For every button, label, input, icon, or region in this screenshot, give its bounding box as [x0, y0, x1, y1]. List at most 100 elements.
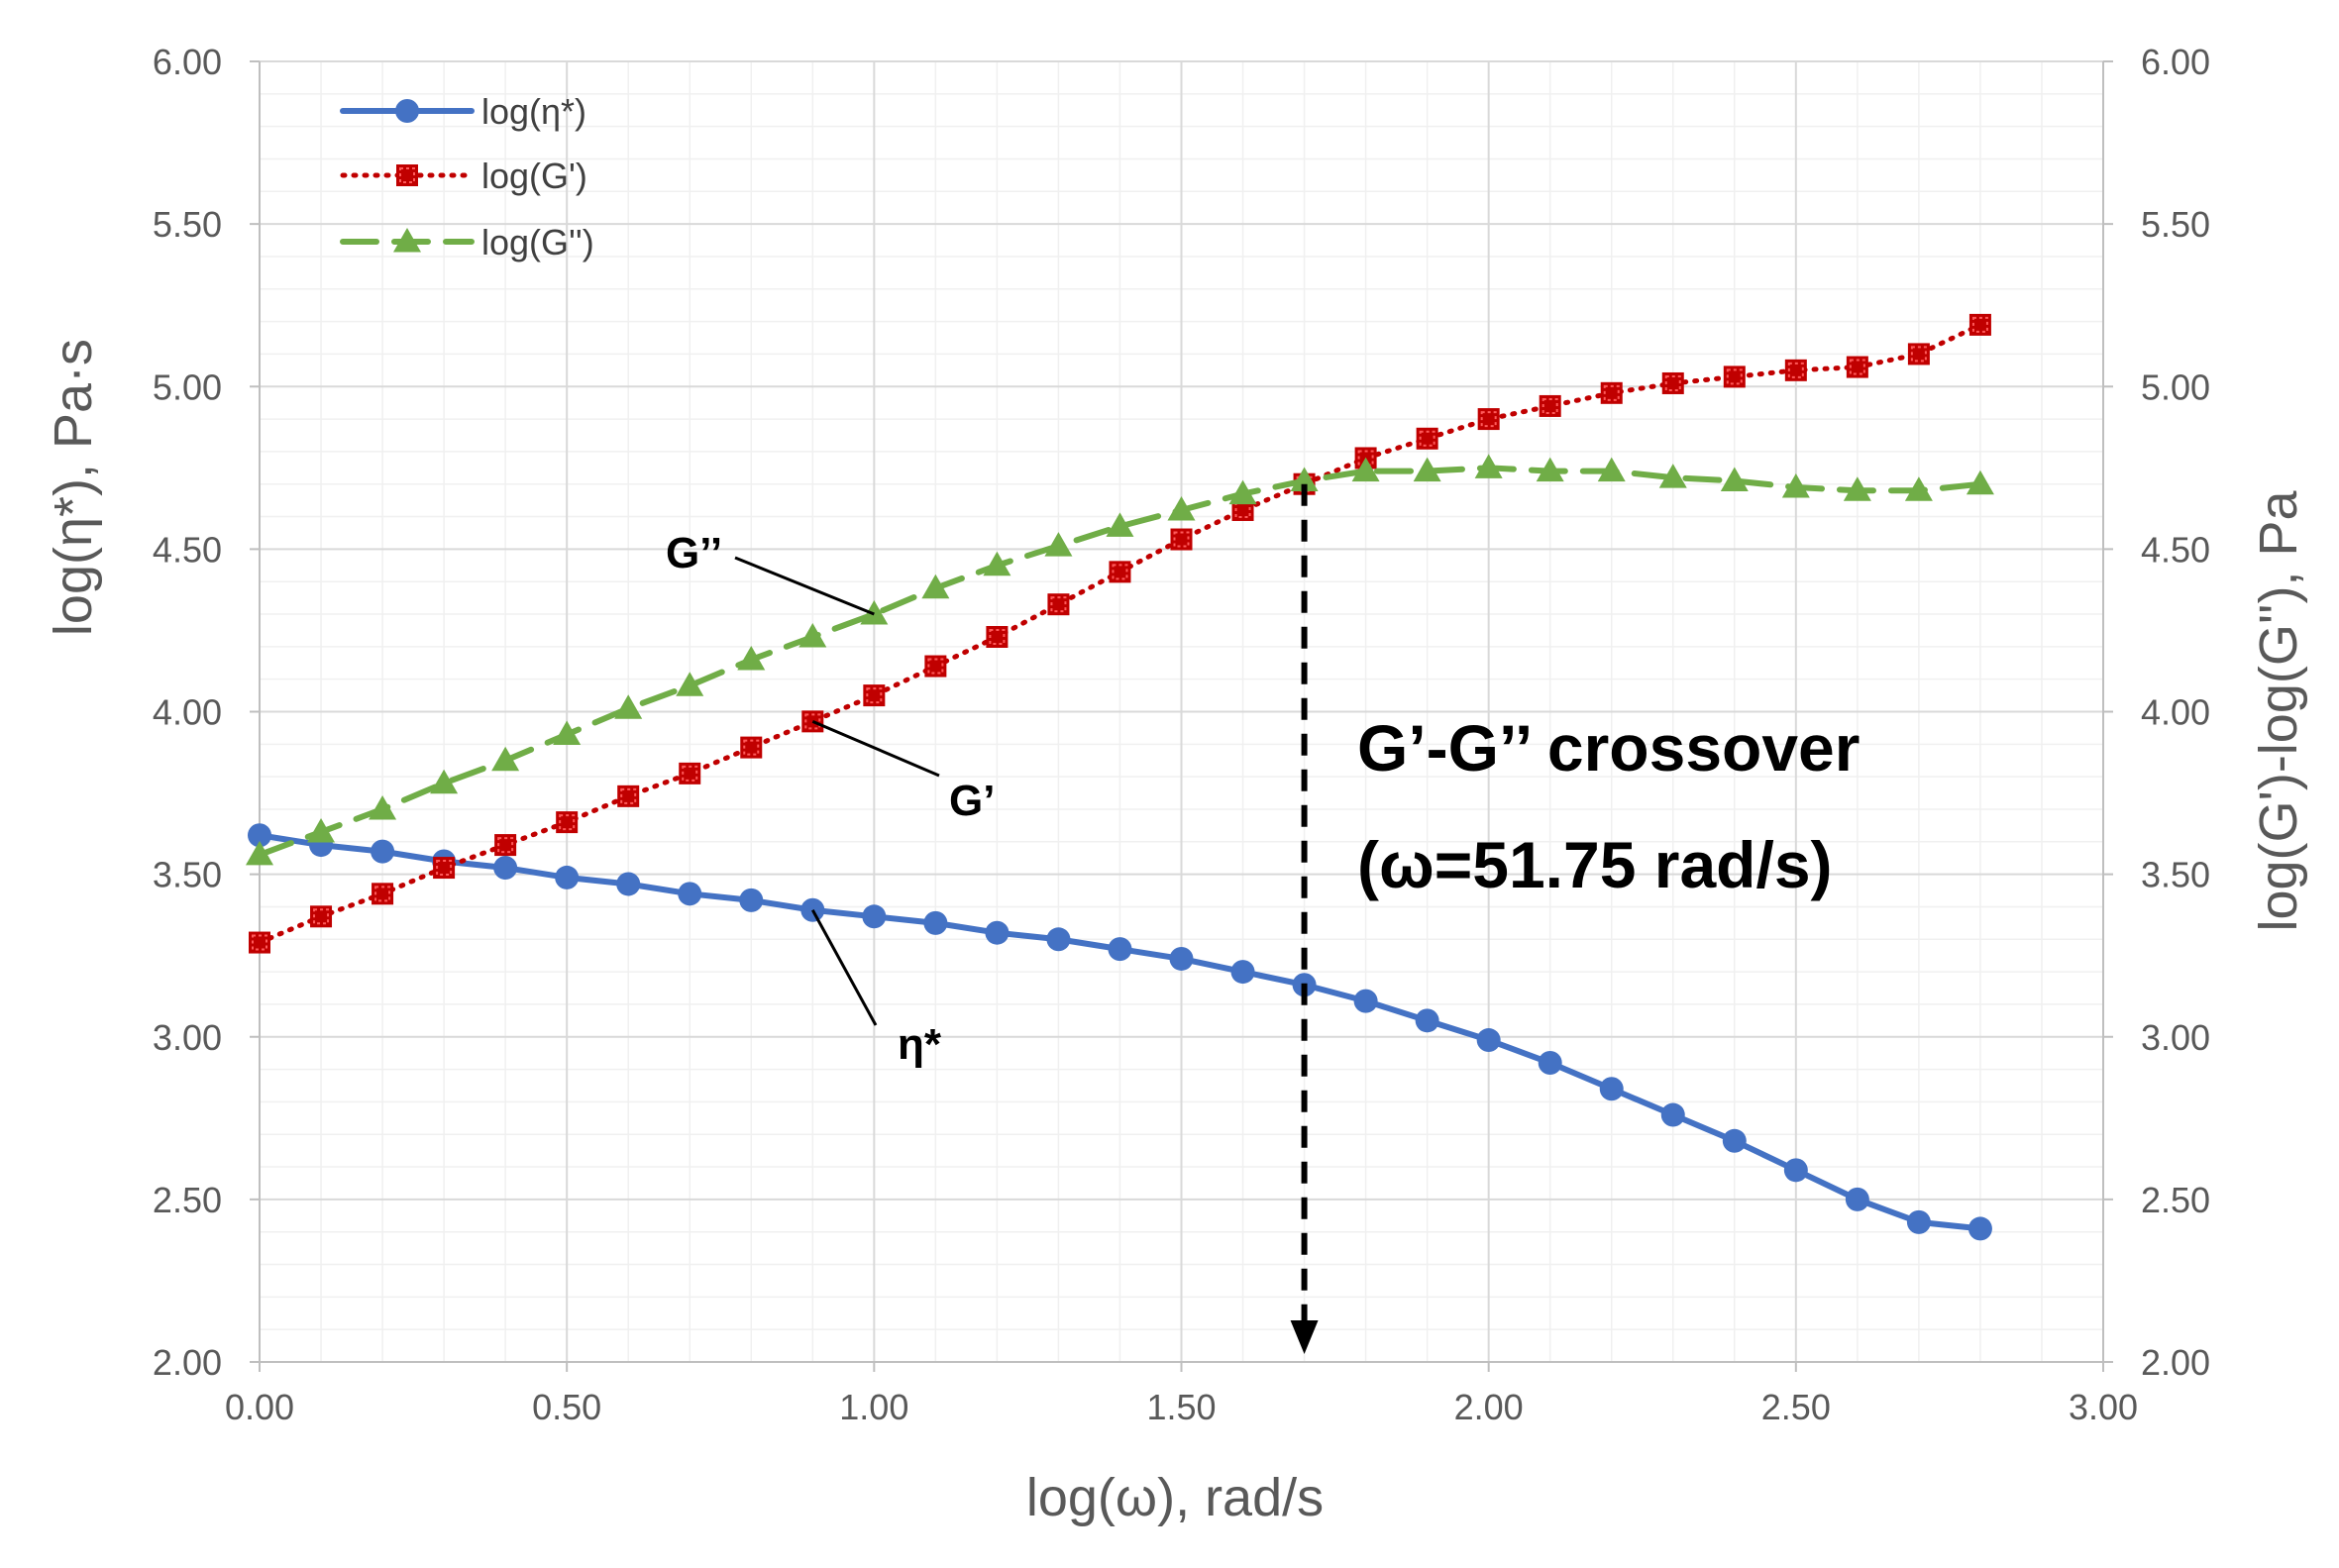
data-point: [1966, 470, 1994, 495]
data-point: [310, 905, 333, 928]
data-point-texture: [1787, 362, 1804, 378]
y-tick-label: 3.00: [153, 1017, 222, 1058]
data-point: [369, 794, 397, 820]
right-y-axis-ticks: 2.00 2.50 3.00 3.50 4.00 4.50 5.00 5.50 6.00: [2103, 42, 2210, 1383]
data-point: [616, 872, 641, 896]
data-point: [863, 684, 886, 707]
right-y-tick-label: 6.00: [2141, 42, 2210, 82]
data-point: [1658, 464, 1687, 488]
data-point: [1723, 366, 1746, 388]
data-point: [921, 574, 950, 599]
data-point: [430, 769, 459, 794]
data-point: [1230, 960, 1255, 985]
data-point: [986, 626, 1009, 649]
data-point: [372, 883, 394, 905]
data-point: [491, 746, 520, 772]
legend-label: log(G''): [481, 222, 594, 262]
data-point: [1413, 457, 1441, 482]
legend-label: log(η*): [481, 91, 586, 132]
data-point-texture: [1173, 531, 1190, 548]
legend-swatch-marker: [393, 228, 421, 253]
legend-item-2: log(G''): [340, 222, 594, 262]
y-tick-label: 5.50: [153, 204, 222, 245]
data-point: [1416, 427, 1438, 450]
data-point: [1474, 454, 1503, 478]
data-point-texture: [374, 886, 391, 902]
callout-label-2: η*: [898, 1020, 942, 1069]
data-point-texture: [313, 908, 330, 925]
data-point: [860, 600, 889, 625]
data-point: [433, 857, 456, 880]
annotations: G’’ G’ η* G’-G’’ crossover (ω=51.75 rad/s): [666, 529, 1860, 1069]
y-axis-title: log(η*), Pa·s: [44, 339, 103, 636]
data-point: [1599, 1077, 1624, 1101]
data-point-texture: [1603, 384, 1620, 401]
data-point-texture: [804, 713, 821, 730]
y-axis-ticks: 2.00 2.50 3.00 3.50 4.00 4.50 5.00 5.50 6.00: [153, 42, 260, 1383]
x-tick-label: 1.00: [839, 1387, 908, 1427]
data-point: [739, 888, 764, 912]
data-point: [679, 762, 701, 784]
data-point: [1597, 457, 1626, 482]
legend-item-0: log(η*): [340, 91, 586, 132]
data-point: [553, 720, 582, 745]
data-point-texture: [497, 837, 514, 854]
data-point: [1904, 476, 1933, 501]
data-point: [1109, 561, 1131, 583]
data-point: [985, 920, 1010, 945]
data-point-texture: [620, 787, 637, 804]
data-point: [1476, 1028, 1501, 1053]
crossover-arrow: [1290, 483, 1319, 1354]
data-point: [1967, 1216, 1992, 1241]
data-point: [1044, 532, 1073, 557]
data-point: [798, 623, 827, 648]
data-point: [1351, 457, 1380, 482]
data-point: [862, 904, 887, 929]
data-point: [1046, 927, 1071, 952]
y-tick-label: 2.00: [153, 1342, 222, 1383]
data-point: [1539, 394, 1561, 417]
y-tick-label: 6.00: [153, 42, 222, 82]
data-point-texture: [927, 658, 944, 675]
data-point-texture: [1849, 359, 1865, 375]
data-point: [1167, 495, 1196, 521]
legend-item-1: log(G'): [340, 156, 587, 196]
right-y-tick-label: 2.50: [2141, 1180, 2210, 1220]
callout-label-0: G’’: [666, 529, 722, 577]
data-point-texture: [436, 860, 453, 877]
data-point: [1231, 498, 1254, 521]
right-y-tick-label: 3.50: [2141, 855, 2210, 895]
data-point: [1845, 1187, 1869, 1211]
data-point: [983, 551, 1011, 576]
y-tick-label: 3.50: [153, 855, 222, 895]
data-point: [1906, 1209, 1931, 1234]
x-axis-ticks: 0.00 0.50 1.00 1.50 2.00 2.50 3.00: [225, 1362, 2138, 1427]
data-point: [1846, 356, 1868, 378]
data-point: [1784, 359, 1807, 381]
data-point: [1106, 512, 1134, 537]
data-point-texture: [1971, 316, 1988, 333]
data-point: [1353, 989, 1378, 1013]
data-point: [924, 655, 947, 678]
y-tick-label: 5.00: [153, 366, 222, 407]
right-y-tick-label: 2.00: [2141, 1342, 2210, 1383]
data-point: [1169, 946, 1194, 971]
x-tick-label: 2.50: [1761, 1387, 1831, 1427]
data-point: [1781, 473, 1810, 498]
x-tick-label: 1.50: [1146, 1387, 1216, 1427]
data-point-texture: [1357, 450, 1374, 467]
series-2: [246, 454, 1994, 866]
data-point: [1660, 1102, 1685, 1127]
x-axis-title: log(ω), rad/s: [1026, 1468, 1324, 1527]
data-point: [1968, 313, 1991, 336]
x-tick-label: 2.00: [1454, 1387, 1524, 1427]
data-point: [676, 672, 704, 696]
data-point: [493, 856, 518, 881]
data-point-texture: [1050, 596, 1067, 613]
data-point-texture: [252, 934, 267, 951]
callout-leader-line: [811, 719, 940, 778]
data-point: [494, 834, 517, 857]
data-point: [1415, 1008, 1439, 1033]
